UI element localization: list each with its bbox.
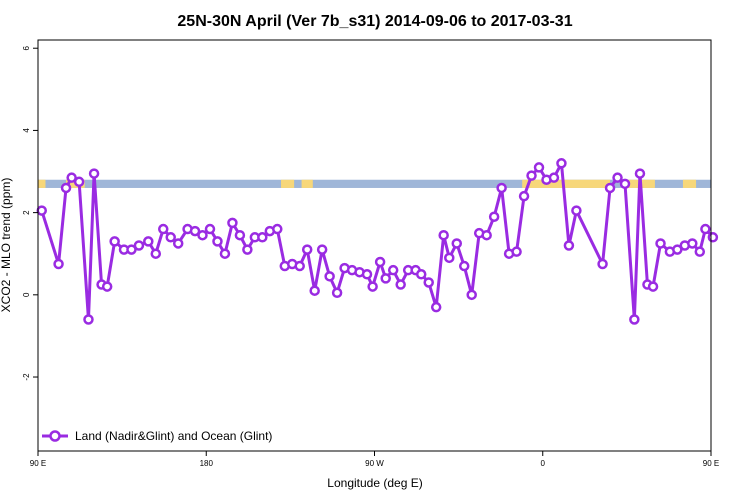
- y-tick-label: 6: [22, 45, 31, 50]
- chart-title: 25N-30N April (Ver 7b_s31) 2014-09-06 to…: [177, 13, 572, 30]
- x-tick-label: 0: [541, 459, 546, 468]
- y-tick-label: 0: [22, 292, 31, 297]
- data-point: [60, 182, 72, 194]
- band-land-segment: [281, 179, 295, 188]
- data-point: [53, 258, 64, 270]
- data-point: [367, 281, 378, 292]
- data-point: [197, 229, 208, 241]
- data-point: [466, 289, 477, 301]
- data-point: [634, 168, 646, 179]
- data-point: [172, 238, 184, 249]
- data-point: [316, 244, 328, 255]
- data-point: [257, 232, 268, 243]
- data-point: [571, 205, 582, 216]
- data-point: [526, 170, 537, 181]
- data-point: [36, 205, 47, 216]
- data-point: [204, 223, 216, 235]
- data-point: [189, 225, 201, 237]
- data-point: [612, 172, 623, 183]
- data-point: [415, 269, 427, 280]
- data-point: [423, 277, 434, 288]
- data-point: [444, 252, 455, 264]
- data-point: [496, 182, 507, 194]
- data-point: [324, 271, 335, 282]
- data-point: [126, 244, 137, 255]
- data-point: [158, 223, 169, 235]
- data-point: [707, 232, 719, 243]
- data-point: [597, 258, 608, 270]
- data-point: [458, 260, 470, 272]
- x-axis: 90 E 180 90 W 0 90 E: [30, 451, 719, 468]
- data-point: [430, 301, 442, 313]
- y-tick-label: 4: [22, 128, 31, 133]
- data-point: [133, 240, 145, 251]
- data-point: [143, 236, 154, 247]
- x-axis-label: Longitude (deg E): [327, 476, 422, 490]
- data-point: [655, 238, 666, 249]
- data-point: [563, 240, 575, 251]
- x-tick-label: 90 E: [703, 459, 719, 468]
- data-point: [556, 158, 567, 169]
- x-tick-label: 90 W: [365, 459, 384, 468]
- y-axis-label: XCO2 - MLO trend (ppm): [0, 178, 13, 313]
- data-point: [533, 162, 545, 173]
- series-line: [40, 161, 714, 321]
- data-point: [700, 223, 711, 235]
- band-land-segment: [38, 179, 46, 188]
- series-layer: [36, 158, 719, 325]
- data-point: [438, 229, 449, 241]
- data-point: [165, 232, 176, 243]
- data-point: [604, 182, 616, 194]
- data-point: [488, 211, 500, 222]
- legend-label: Land (Nadir&Glint) and Ocean (Glint): [75, 429, 272, 443]
- data-point: [451, 238, 463, 249]
- y-axis: -2 0 2 4 6: [22, 45, 38, 381]
- data-point: [672, 244, 683, 255]
- data-point: [150, 248, 162, 259]
- data-point: [511, 246, 522, 257]
- x-tick-label: 90 E: [30, 459, 46, 468]
- data-point: [548, 172, 560, 183]
- data-point: [242, 244, 253, 255]
- data-point: [109, 236, 120, 247]
- data-point: [234, 229, 246, 241]
- data-point: [272, 223, 283, 235]
- data-point: [73, 176, 85, 188]
- data-point: [380, 273, 391, 284]
- data-point: [101, 281, 113, 292]
- data-point: [212, 236, 223, 247]
- data-point: [687, 238, 698, 249]
- legend: Land (Nadir&Glint) and Ocean (Glint): [42, 429, 272, 443]
- y-tick-label: -2: [22, 373, 31, 381]
- data-point: [395, 279, 406, 290]
- data-point: [387, 264, 399, 276]
- data-point: [361, 269, 373, 280]
- band-land-segment: [301, 179, 313, 188]
- data-point: [518, 190, 530, 202]
- y-tick-label: 2: [22, 210, 31, 215]
- data-point: [374, 256, 386, 268]
- data-point: [66, 172, 77, 183]
- data-point: [331, 287, 343, 299]
- data-point: [481, 229, 492, 241]
- data-point: [88, 168, 100, 179]
- data-point: [219, 248, 231, 259]
- legend-marker: [49, 430, 61, 442]
- band-land-segment: [522, 179, 611, 188]
- data-point: [309, 285, 320, 296]
- data-point: [619, 178, 631, 190]
- data-point: [694, 246, 706, 257]
- band-ocean: [38, 179, 711, 188]
- data-point: [227, 217, 238, 229]
- data-point: [647, 281, 659, 292]
- data-point: [294, 260, 305, 272]
- x-tick-label: 180: [200, 459, 214, 468]
- data-point: [301, 244, 313, 255]
- data-point: [83, 314, 94, 325]
- data-point: [629, 314, 640, 325]
- band-land-segment: [682, 179, 697, 188]
